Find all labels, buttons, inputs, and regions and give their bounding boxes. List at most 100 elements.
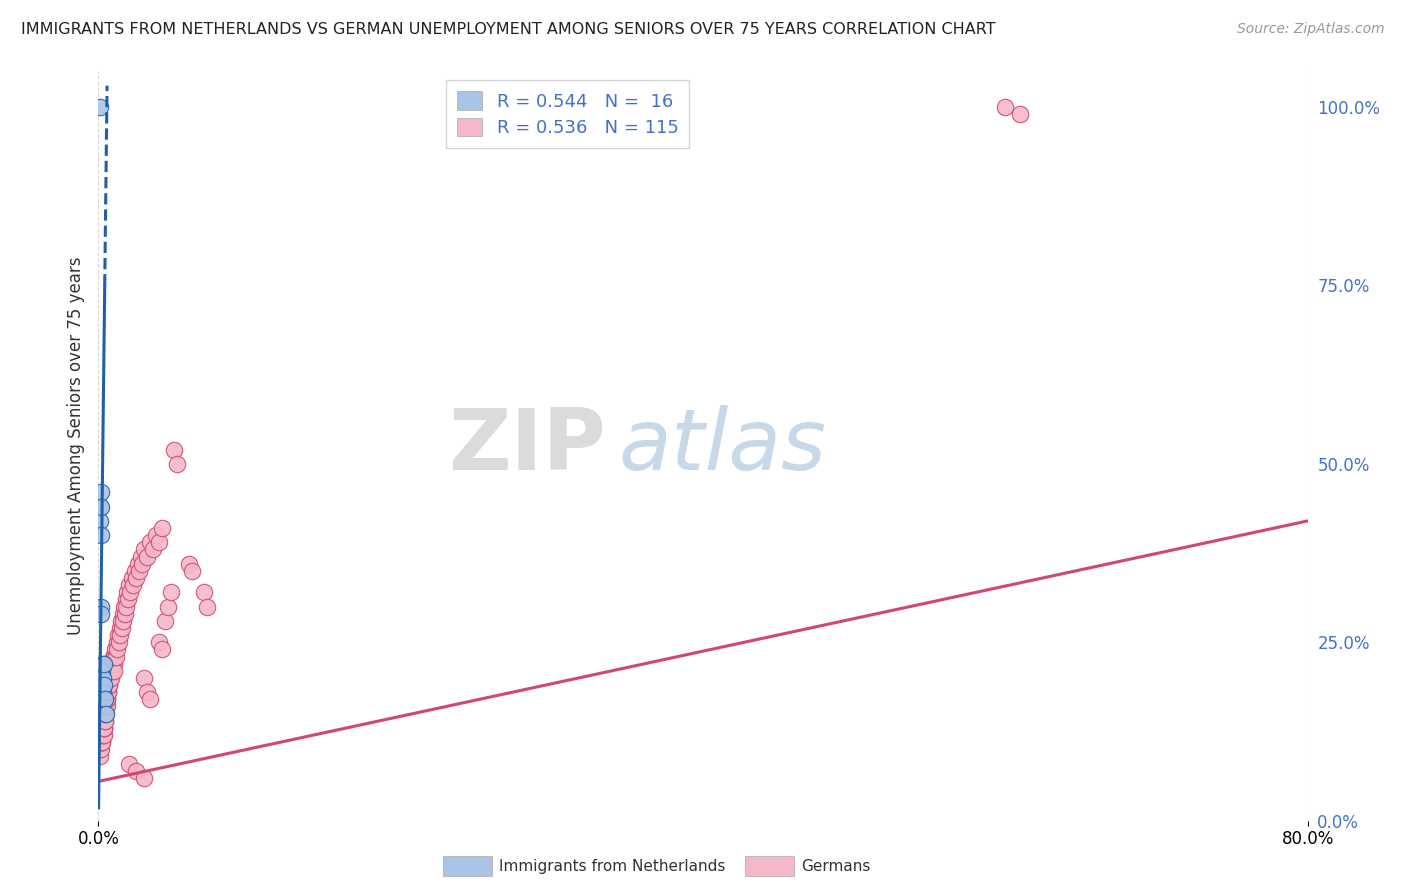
- Point: [90, 728, 112, 742]
- Point: [93, 706, 115, 721]
- Point: [90, 657, 112, 671]
- Point: [93, 721, 115, 735]
- Point: [139, 692, 162, 706]
- Point: [89, 514, 111, 528]
- Point: [181, 564, 204, 578]
- Point: [103, 657, 125, 671]
- Point: [90, 728, 112, 742]
- Point: [89, 728, 111, 742]
- Point: [94, 699, 117, 714]
- Point: [114, 607, 136, 621]
- Text: IMMIGRANTS FROM NETHERLANDS VS GERMAN UNEMPLOYMENT AMONG SENIORS OVER 75 YEARS C: IMMIGRANTS FROM NETHERLANDS VS GERMAN UN…: [21, 22, 995, 37]
- Point: [110, 628, 132, 642]
- Point: [97, 678, 120, 692]
- Point: [93, 728, 115, 742]
- Point: [127, 557, 149, 571]
- Point: [96, 699, 118, 714]
- Point: [93, 706, 115, 721]
- Point: [193, 585, 215, 599]
- Text: Germans: Germans: [801, 859, 870, 873]
- Point: [93, 721, 115, 735]
- Point: [131, 557, 153, 571]
- Point: [1010, 107, 1032, 121]
- Point: [90, 721, 112, 735]
- Point: [112, 599, 135, 614]
- Text: Source: ZipAtlas.com: Source: ZipAtlas.com: [1237, 22, 1385, 37]
- Point: [89, 749, 111, 764]
- Point: [89, 742, 111, 756]
- Point: [132, 542, 155, 557]
- Point: [97, 685, 120, 699]
- Point: [89, 100, 111, 114]
- Point: [112, 614, 135, 628]
- Point: [90, 607, 112, 621]
- Point: [101, 657, 124, 671]
- Point: [115, 599, 138, 614]
- Point: [150, 642, 173, 657]
- Point: [124, 564, 146, 578]
- Point: [94, 699, 117, 714]
- Point: [110, 614, 132, 628]
- Point: [91, 721, 114, 735]
- Point: [100, 664, 122, 678]
- Point: [97, 685, 120, 699]
- Point: [148, 635, 170, 649]
- Point: [90, 735, 112, 749]
- Point: [90, 528, 112, 542]
- Point: [91, 671, 114, 685]
- Point: [89, 742, 111, 756]
- Point: [97, 678, 120, 692]
- Point: [129, 549, 152, 564]
- Point: [115, 585, 138, 599]
- Point: [94, 706, 117, 721]
- Point: [96, 692, 118, 706]
- Point: [90, 735, 112, 749]
- Point: [994, 100, 1017, 114]
- Point: [103, 649, 125, 664]
- Point: [108, 621, 131, 635]
- Point: [98, 678, 121, 692]
- Point: [179, 557, 201, 571]
- Point: [90, 735, 112, 749]
- Point: [91, 721, 114, 735]
- Point: [118, 578, 141, 592]
- Point: [93, 714, 115, 728]
- Legend: R = 0.544   N =  16, R = 0.536   N = 115: R = 0.544 N = 16, R = 0.536 N = 115: [446, 80, 689, 148]
- Point: [101, 649, 124, 664]
- Point: [89, 728, 111, 742]
- Point: [90, 735, 112, 749]
- Y-axis label: Unemployment Among Seniors over 75 years: Unemployment Among Seniors over 75 years: [66, 257, 84, 635]
- Point: [90, 599, 112, 614]
- Point: [111, 621, 134, 635]
- Point: [160, 585, 183, 599]
- Point: [89, 721, 111, 735]
- Point: [121, 571, 143, 585]
- Point: [93, 721, 115, 735]
- Point: [93, 721, 115, 735]
- Point: [89, 500, 111, 514]
- Point: [108, 635, 131, 649]
- Point: [94, 714, 117, 728]
- Point: [89, 714, 111, 728]
- Point: [94, 706, 117, 721]
- Point: [104, 642, 127, 657]
- Point: [107, 628, 129, 642]
- Point: [148, 535, 170, 549]
- Text: ZIP: ZIP: [449, 404, 606, 488]
- Point: [91, 735, 114, 749]
- Point: [89, 735, 111, 749]
- Point: [100, 671, 122, 685]
- Point: [91, 714, 114, 728]
- Point: [150, 521, 173, 535]
- Point: [91, 664, 114, 678]
- Point: [118, 756, 141, 771]
- Point: [91, 721, 114, 735]
- Point: [93, 714, 115, 728]
- Text: Immigrants from Netherlands: Immigrants from Netherlands: [499, 859, 725, 873]
- Point: [91, 728, 114, 742]
- Point: [105, 635, 128, 649]
- Point: [132, 771, 155, 785]
- Point: [91, 685, 114, 699]
- Point: [90, 721, 112, 735]
- Point: [89, 742, 111, 756]
